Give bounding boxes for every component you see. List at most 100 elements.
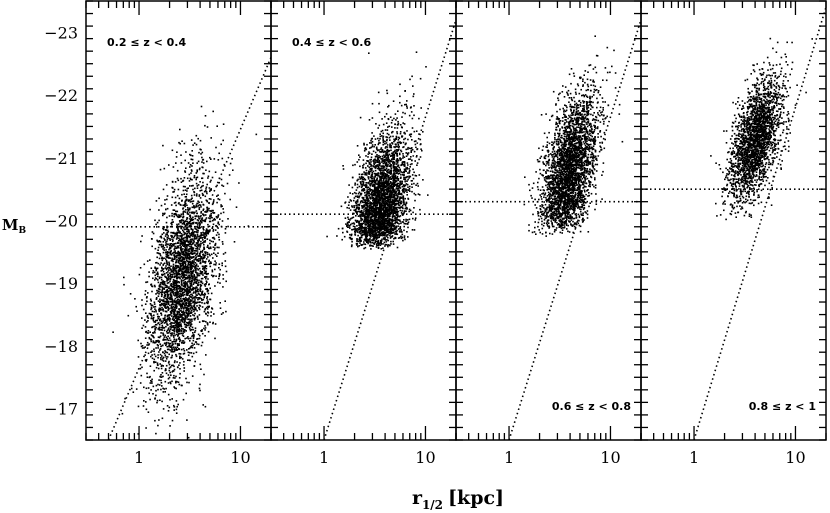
data-point — [393, 153, 395, 155]
data-point — [160, 293, 163, 296]
data-point — [399, 220, 401, 223]
data-point — [177, 179, 180, 182]
data-point — [140, 345, 143, 348]
data-point — [181, 244, 184, 247]
data-point — [181, 384, 183, 387]
data-point — [160, 356, 162, 359]
data-point — [156, 221, 159, 224]
data-point — [178, 377, 181, 379]
data-point — [386, 188, 388, 191]
data-point — [177, 333, 180, 335]
data-point — [176, 294, 178, 297]
data-point — [157, 354, 159, 356]
data-point — [159, 343, 162, 345]
data-point — [365, 207, 367, 209]
data-point — [183, 232, 186, 234]
data-point — [187, 207, 189, 209]
data-point — [197, 343, 200, 346]
data-point — [163, 237, 165, 240]
data-point — [175, 282, 177, 285]
data-point — [194, 301, 197, 304]
data-point — [358, 154, 360, 156]
data-point — [192, 144, 194, 146]
data-point — [189, 207, 191, 209]
data-point — [400, 173, 402, 176]
data-point — [388, 225, 391, 228]
data-point — [176, 277, 178, 280]
data-point — [198, 267, 201, 270]
data-point — [153, 325, 156, 328]
data-point — [190, 222, 193, 225]
data-point — [164, 354, 167, 357]
data-point — [160, 374, 162, 376]
data-point — [180, 267, 182, 270]
data-point — [162, 270, 165, 273]
data-point — [361, 231, 363, 233]
data-point — [362, 173, 364, 175]
data-point — [164, 304, 166, 307]
data-point — [210, 137, 212, 139]
data-point — [155, 223, 157, 226]
data-point — [191, 318, 193, 321]
data-point — [141, 366, 143, 369]
data-point — [168, 345, 170, 348]
data-point — [185, 196, 187, 198]
data-point — [399, 83, 401, 86]
data-point — [201, 302, 203, 304]
data-point — [178, 239, 180, 242]
data-point — [186, 291, 189, 293]
data-point — [166, 254, 169, 257]
data-point — [176, 232, 179, 235]
data-point — [135, 305, 137, 308]
data-point — [404, 184, 407, 187]
data-point — [367, 172, 369, 174]
data-point — [379, 172, 381, 175]
data-point — [145, 297, 148, 299]
data-point — [375, 123, 377, 125]
data-point — [145, 360, 147, 362]
data-point — [177, 257, 180, 259]
data-point — [199, 294, 202, 297]
data-point — [179, 293, 181, 295]
data-point — [384, 189, 387, 191]
data-point — [178, 216, 181, 218]
data-point — [191, 342, 193, 345]
data-point — [381, 149, 384, 151]
data-point — [167, 342, 170, 344]
data-point — [171, 180, 174, 183]
data-point — [212, 230, 215, 232]
data-point — [403, 188, 406, 190]
data-point — [174, 250, 176, 252]
data-point — [170, 296, 172, 299]
data-point — [392, 178, 395, 181]
data-point — [368, 199, 370, 202]
data-point — [160, 329, 162, 331]
data-point — [371, 226, 373, 229]
data-point — [203, 296, 205, 299]
data-point — [184, 281, 186, 284]
data-point — [212, 321, 214, 324]
data-point — [157, 273, 159, 275]
data-point — [192, 352, 195, 355]
data-point — [383, 184, 386, 187]
data-point — [205, 234, 208, 237]
data-point — [205, 251, 207, 253]
data-point — [158, 309, 160, 311]
data-point — [184, 273, 186, 276]
data-point — [173, 286, 175, 289]
data-point — [168, 314, 170, 316]
data-point — [153, 310, 155, 313]
data-point — [178, 270, 181, 273]
data-point — [368, 166, 371, 169]
data-point — [149, 298, 152, 301]
data-point — [379, 214, 381, 216]
data-point — [172, 283, 174, 286]
data-point — [395, 214, 398, 217]
data-point — [202, 181, 204, 184]
data-point — [190, 306, 192, 309]
data-point — [159, 304, 162, 307]
data-point — [170, 284, 173, 287]
data-point — [393, 156, 395, 159]
data-point — [204, 115, 207, 117]
data-point — [181, 289, 183, 292]
